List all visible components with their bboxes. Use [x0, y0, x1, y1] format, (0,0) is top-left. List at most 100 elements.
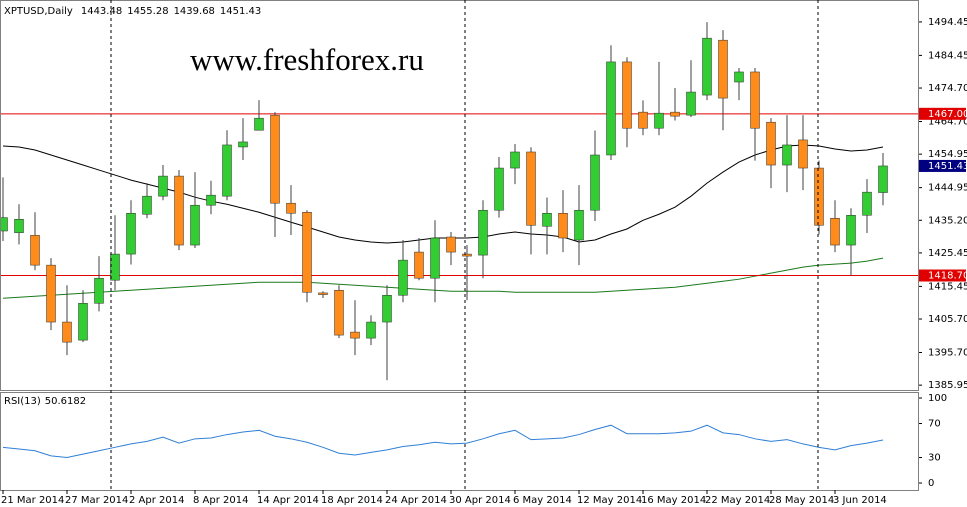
candle-body	[718, 39, 728, 99]
last-price-label: 1451.43	[928, 161, 967, 172]
y-tick-label: 1484.45	[928, 50, 967, 61]
moving-average	[2, 144, 884, 244]
candle-body	[510, 151, 520, 169]
rsi-line	[2, 424, 884, 459]
candle-body	[702, 37, 712, 96]
y-tick-label: 1385.95	[928, 380, 967, 391]
candle-body	[798, 139, 808, 169]
y-tick-label: 1464.70	[928, 117, 967, 128]
candle-body	[574, 209, 584, 241]
candle-body	[734, 71, 744, 83]
candle-body	[590, 154, 600, 211]
candle-body	[814, 167, 824, 226]
candle-body	[478, 209, 488, 256]
y-tick-label: 1494.45	[928, 17, 967, 28]
symbol-title: XPTUSD,Daily	[4, 6, 73, 17]
x-tick-label: 28 May 2014	[769, 495, 834, 506]
candle-body	[862, 191, 872, 216]
candle-body	[30, 235, 40, 266]
y-tick-label: 30	[928, 453, 941, 464]
y-tick-label: 1395.70	[928, 348, 967, 359]
candle-body	[830, 218, 840, 246]
header-close: 1451.43	[220, 6, 261, 17]
candle-body	[302, 211, 312, 293]
candle-body	[334, 289, 344, 336]
candle-body	[206, 194, 216, 206]
header-low: 1439.68	[174, 6, 215, 17]
candle-body	[398, 259, 408, 296]
y-tick-label: 100	[928, 393, 947, 404]
x-tick-label: 24 Apr 2014	[385, 495, 447, 506]
rsi-current: 50.6182	[45, 396, 86, 407]
candle-body	[430, 237, 440, 279]
moving-average	[2, 257, 884, 299]
symbol-header: XPTUSD,Daily 1443.48 1455.28 1439.68 1451.43	[4, 6, 261, 17]
level-label: 1467.00	[928, 109, 967, 120]
candle-body	[782, 144, 792, 166]
candle-body	[382, 295, 392, 323]
header-high: 1455.28	[127, 6, 168, 17]
candle-body	[526, 151, 536, 226]
x-tick-label: 8 Apr 2014	[193, 495, 248, 506]
candle-body	[446, 236, 456, 253]
candle-body	[670, 111, 680, 117]
y-tick-label: 1474.70	[928, 83, 967, 94]
x-tick-label: 3 Jun 2014	[833, 495, 887, 506]
candle-body	[414, 251, 424, 279]
candle-body	[878, 165, 888, 193]
candle-body	[238, 141, 248, 148]
candle-body	[158, 175, 168, 197]
candle-body	[14, 219, 24, 233]
candle-body	[0, 217, 8, 232]
candle-body	[174, 175, 184, 246]
candle-body	[78, 303, 88, 341]
candle-body	[638, 111, 648, 129]
candle-body	[750, 71, 760, 129]
rsi-title: RSI(13)	[4, 396, 41, 407]
rsi-frame	[0, 392, 919, 491]
candle-body	[462, 253, 472, 257]
x-tick-label: 6 May 2014	[513, 495, 572, 506]
candle-body	[558, 212, 568, 239]
candle-body	[254, 117, 264, 131]
candle-body	[366, 321, 376, 339]
level-label: 1418.70	[928, 271, 967, 282]
rsi-header: RSI(13) 50.6182	[4, 396, 86, 407]
candle-body	[350, 331, 360, 339]
x-tick-label: 12 May 2014	[577, 495, 642, 506]
watermark: www.freshforex.ru	[190, 42, 424, 77]
candle-body	[110, 253, 120, 281]
candle-body	[270, 114, 280, 204]
last-price-box	[919, 159, 966, 172]
level-label-box	[919, 269, 966, 282]
y-tick-label: 1454.95	[928, 149, 967, 160]
header-open: 1443.48	[81, 6, 122, 17]
y-tick-label: 1425.45	[928, 248, 967, 259]
candle-body	[126, 212, 136, 255]
x-tick-label: 30 Apr 2014	[449, 495, 511, 506]
x-tick-label: 22 May 2014	[705, 495, 770, 506]
candle-body	[318, 292, 328, 295]
candle-body	[286, 202, 296, 214]
x-tick-label: 21 Mar 2014	[1, 495, 64, 506]
candle-body	[190, 204, 200, 246]
candle-body	[46, 264, 56, 323]
price-frame	[0, 0, 919, 391]
candle-body	[222, 144, 232, 197]
price-panel: 1494.45 1484.45 1474.70 1464.70 1454.95 1444.…	[0, 17, 967, 391]
y-tick-label: 1405.70	[928, 314, 967, 325]
candle-body	[62, 321, 72, 343]
x-tick-label: 18 Apr 2014	[321, 495, 383, 506]
candle-body	[142, 195, 152, 215]
candle-body	[766, 121, 776, 166]
candle-body	[494, 167, 504, 211]
y-tick-label: 0	[928, 478, 934, 489]
y-tick-label: 1435.20	[928, 215, 967, 226]
y-tick-label: 1415.45	[928, 281, 967, 292]
x-tick-label: 16 May 2014	[641, 495, 706, 506]
x-tick-label: 27 Mar 2014	[65, 495, 128, 506]
candle-body	[94, 277, 104, 304]
x-tick-label: 14 Apr 2014	[257, 495, 319, 506]
candle-body	[686, 91, 696, 116]
